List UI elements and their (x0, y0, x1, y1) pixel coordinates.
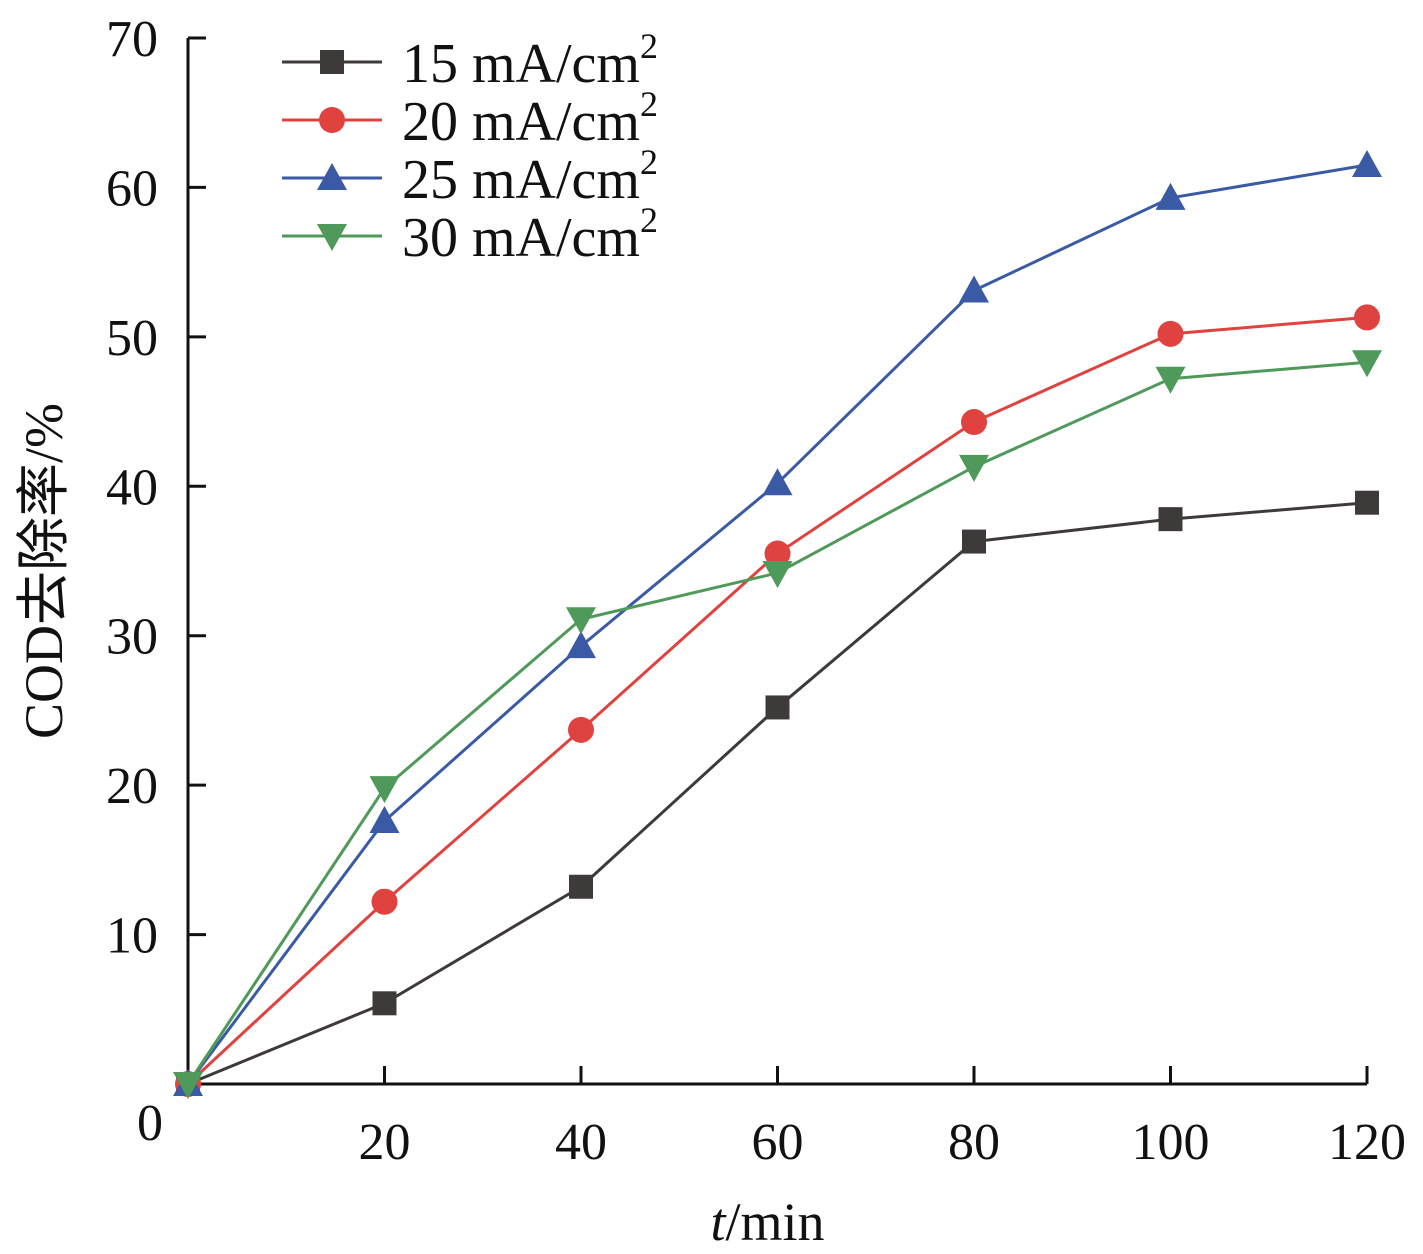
legend-label-0: 15 mA/cm2 (402, 26, 658, 95)
data-point-3-1 (369, 776, 400, 804)
x-tick-label-3: 80 (948, 1114, 1000, 1171)
y-tick-label-5: 60 (106, 160, 158, 217)
y-ticks: 10 20 30 40 50 60 70 (106, 11, 206, 965)
data-point-0-5 (1158, 507, 1183, 532)
legend-label-text-3: 30 mA/cm (402, 207, 640, 269)
data-point-2-5 (1155, 182, 1186, 210)
data-point-1-3 (764, 540, 791, 567)
legend-entry-3: 30 mA/cm2 (282, 200, 658, 269)
x-axis-label-unit: /min (726, 1192, 825, 1252)
x-tick-label-2: 60 (752, 1114, 804, 1171)
y-tick-label-0: 10 (106, 908, 158, 965)
x-axis-label: t/min (710, 1192, 824, 1252)
y-tick-label-1: 20 (106, 758, 158, 815)
data-point-0-2 (569, 874, 593, 899)
data-point-2-3 (762, 468, 793, 496)
series-3 (173, 350, 1382, 1099)
data-point-0-4 (962, 529, 986, 554)
data-point-0-3 (765, 695, 790, 720)
axes: 20 40 60 80 100 120 10 20 30 40 50 60 70 0 (106, 11, 1406, 1171)
y-tick-label-3: 40 (106, 459, 158, 516)
legend-marker-0 (320, 50, 344, 74)
legend-label-sup-1: 2 (640, 84, 658, 124)
data-point-0-1 (372, 991, 397, 1016)
legend-label-text-1: 20 mA/cm (402, 91, 640, 153)
legend-marker-1 (319, 107, 345, 133)
data-point-1-2 (568, 716, 594, 743)
data-point-3-2 (566, 607, 596, 635)
legend-label-1: 20 mA/cm2 (402, 84, 658, 153)
data-point-2-1 (369, 806, 400, 834)
legend-label-text-0: 15 mA/cm (402, 33, 640, 95)
data-point-1-5 (1157, 320, 1184, 347)
data-point-3-4 (959, 454, 989, 482)
data-point-3-5 (1155, 366, 1186, 394)
x-ticks: 20 40 60 80 100 120 (359, 1066, 1406, 1171)
y-tick-label-4: 50 (106, 310, 158, 367)
data-point-3-3 (762, 560, 793, 588)
series-line-2 (186, 163, 1368, 1085)
legend-label-sup-2: 2 (640, 142, 658, 182)
y-tick-label-2: 30 (106, 609, 158, 666)
legend-marker-2 (317, 163, 347, 190)
data-point-2-6 (1352, 150, 1382, 178)
x-tick-label-1: 40 (555, 1114, 607, 1171)
data-point-1-1 (371, 888, 398, 915)
data-point-0-6 (1355, 490, 1379, 515)
series-line-0 (187, 501, 1368, 1086)
legend-entry-2: 25 mA/cm2 (282, 142, 658, 211)
legend-marker-3 (317, 224, 347, 251)
data-point-2-2 (566, 631, 596, 659)
series-2 (173, 150, 1382, 1096)
y-tick-label-6: 70 (106, 11, 158, 68)
data-point-1-4 (961, 409, 987, 436)
legend-label-sup-0: 2 (640, 26, 658, 66)
data-point-3-6 (1352, 350, 1382, 378)
data-point-1-6 (1354, 304, 1380, 331)
legend-label-2: 25 mA/cm2 (402, 142, 658, 211)
legend-label-sup-3: 2 (640, 200, 658, 240)
x-tick-label-5: 120 (1328, 1114, 1406, 1171)
x-tick-label-4: 100 (1132, 1114, 1210, 1171)
series-layer (173, 150, 1382, 1099)
legend-entry-0: 15 mA/cm2 (282, 26, 658, 95)
legend-label-3: 30 mA/cm2 (402, 200, 658, 269)
legend-entry-1: 20 mA/cm2 (282, 84, 658, 153)
data-point-3-0 (173, 1072, 203, 1099)
origin-tick-label: 0 (137, 1095, 163, 1152)
x-tick-label-0: 20 (359, 1114, 411, 1171)
data-point-2-4 (959, 275, 989, 303)
x-axis-label-variable: t (710, 1192, 727, 1252)
y-axis-label: COD去除率/% (14, 403, 74, 739)
legend-label-text-2: 25 mA/cm (402, 149, 640, 211)
